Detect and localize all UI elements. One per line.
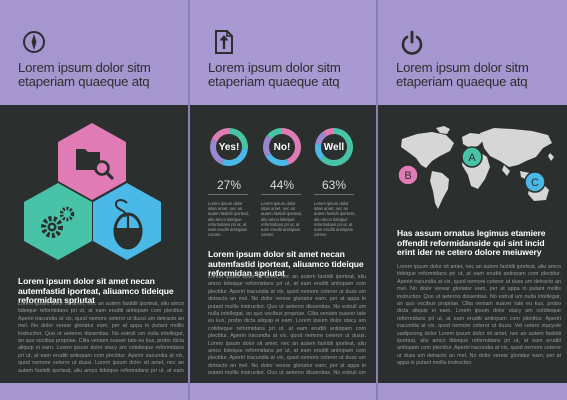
donut-1: [263, 128, 301, 166]
panel-body-text: Lorem ipsum dolor sit amet, nec an autem…: [397, 264, 561, 367]
continents: [401, 126, 554, 209]
gears-icon: [41, 206, 75, 238]
donut-label-well: Well: [323, 142, 345, 153]
donut-segment: [211, 128, 229, 142]
donut-segment: [320, 128, 353, 166]
panel-body-text: Lorem ipsum dolor sit amet, nec an autem…: [18, 301, 184, 373]
marker-b-label: B: [404, 170, 411, 182]
teal-hexagon: [24, 183, 92, 260]
panel-title: Lorem ipsum dolor sitm etaperiam quaeque…: [18, 60, 151, 89]
power-icon: [401, 30, 423, 55]
mouse-icon: [113, 199, 143, 250]
percent-no: 44%: [269, 178, 295, 192]
panel-subtitle: Has assum ornatus legimus etamiere offen…: [397, 228, 546, 257]
panel-divider: [376, 0, 378, 400]
panel-body-text: Lorem ipsum dolor sit amet, nec an autem…: [208, 274, 366, 374]
world-map: A B C: [397, 126, 554, 209]
donut-0: [210, 128, 248, 166]
marker-c: [524, 171, 546, 193]
panel-header: Lorem ipsum dolor sitm etaperiam quaeque…: [0, 0, 189, 105]
mini-text: Lorem ipsum dolor sitan amet, nec an aut…: [261, 201, 302, 238]
panel-title: Lorem ipsum dolor sitm etaperiam quaeque…: [208, 60, 341, 89]
mini-text: Lorem ipsum dolor sitan amet, nec an aut…: [208, 201, 249, 238]
panel-subtitle: Lorem ipsum dolor sit amet necan autemfa…: [18, 276, 174, 305]
donut-label-no: No!: [273, 142, 291, 153]
upload-file-icon: [215, 30, 233, 54]
panel-content: Yes! No! Well 27% 44% 63% Lorem ipsum do…: [190, 105, 377, 383]
donut-segment: [267, 128, 282, 139]
divider: [208, 194, 248, 195]
marker-a-label: A: [468, 152, 476, 164]
panel-subtitle: Lorem ipsum dolor sit amet necan autemfa…: [208, 249, 364, 278]
donut-segment: [265, 153, 289, 166]
donut-2: [315, 128, 353, 166]
panel-footer: [378, 383, 567, 400]
donut-label-yes: Yes!: [218, 142, 240, 153]
donut-segment: [323, 128, 334, 137]
donut-segment: [315, 131, 327, 145]
mini-text: Lorem ipsum dolor sitan amet, nec an aut…: [314, 201, 355, 238]
panel-header: Lorem ipsum dolor sitm etaperiam quaeque…: [190, 0, 377, 105]
panel-middle: Lorem ipsum dolor sitm etaperiam quaeque…: [190, 0, 377, 400]
folder-search-icon: [76, 149, 114, 180]
compass-icon: [23, 31, 45, 53]
panel-footer: [0, 383, 189, 400]
donut-charts: [210, 128, 353, 166]
hexagon-icons-graphic: [24, 123, 161, 260]
panel-content: Lorem ipsum dolor sit amet necan autemfa…: [0, 105, 189, 383]
panel-right: Lorem ipsum dolor sitm etaperiam quaeque…: [378, 0, 567, 400]
panel-footer: [190, 383, 377, 400]
percent-yes: 27%: [216, 178, 242, 192]
donut-segment: [315, 143, 325, 161]
panel-divider: [188, 0, 190, 400]
panel-left: Lorem ipsum dolor sitm etaperiam quaeque…: [0, 0, 189, 400]
panel-header: Lorem ipsum dolor sitm etaperiam quaeque…: [378, 0, 567, 105]
marker-c-label: C: [531, 177, 539, 189]
donut-segment: [229, 128, 248, 150]
marker-a: [461, 146, 483, 168]
donut-segment: [263, 134, 272, 157]
divider: [314, 194, 354, 195]
panel-content: A B C Has assum ornatus legimus etamiere…: [378, 105, 567, 383]
marker-b: [397, 164, 419, 186]
donut-segment: [221, 148, 248, 166]
donut-segment: [210, 139, 225, 165]
donut-segment: [282, 128, 301, 165]
divider: [261, 194, 301, 195]
panel-title: Lorem ipsum dolor sitm etaperiam quaeque…: [396, 60, 529, 89]
percent-well: 63%: [321, 178, 347, 192]
